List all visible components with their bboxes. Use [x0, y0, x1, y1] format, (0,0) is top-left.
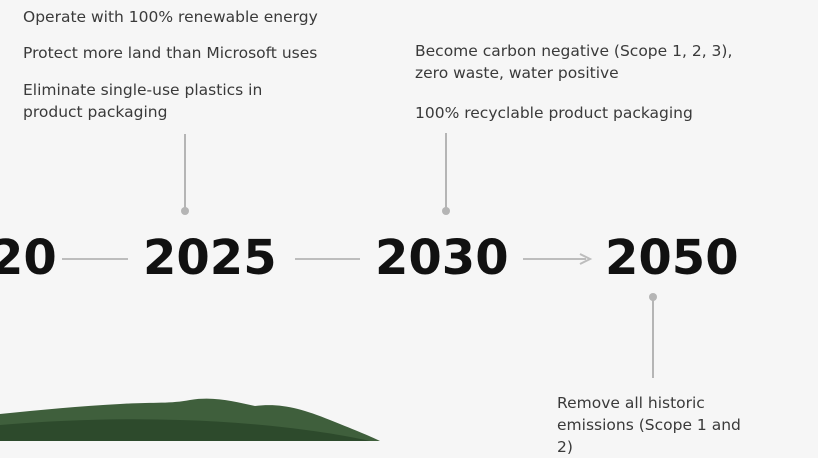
goal: Eliminate single-use plastics in product…	[23, 79, 323, 123]
page: Operate with 100% renewable energy Prote…	[0, 0, 818, 441]
year: 2025	[143, 228, 277, 288]
year: 2050	[605, 228, 739, 288]
goal: Protect more land than Microsoft uses	[23, 42, 317, 64]
leader-dot	[181, 207, 189, 215]
year: 20	[0, 228, 57, 288]
goal: Become carbon negative (Scope 1, 2, 3), …	[415, 40, 750, 84]
goal: Operate with 100% renewable energy	[23, 6, 318, 28]
goal: 100% recyclable product packaging	[415, 102, 693, 124]
goal: Remove all historic emissions (Scope 1 a…	[557, 392, 747, 458]
year: 2030	[375, 228, 509, 288]
leader-dot	[442, 207, 450, 215]
